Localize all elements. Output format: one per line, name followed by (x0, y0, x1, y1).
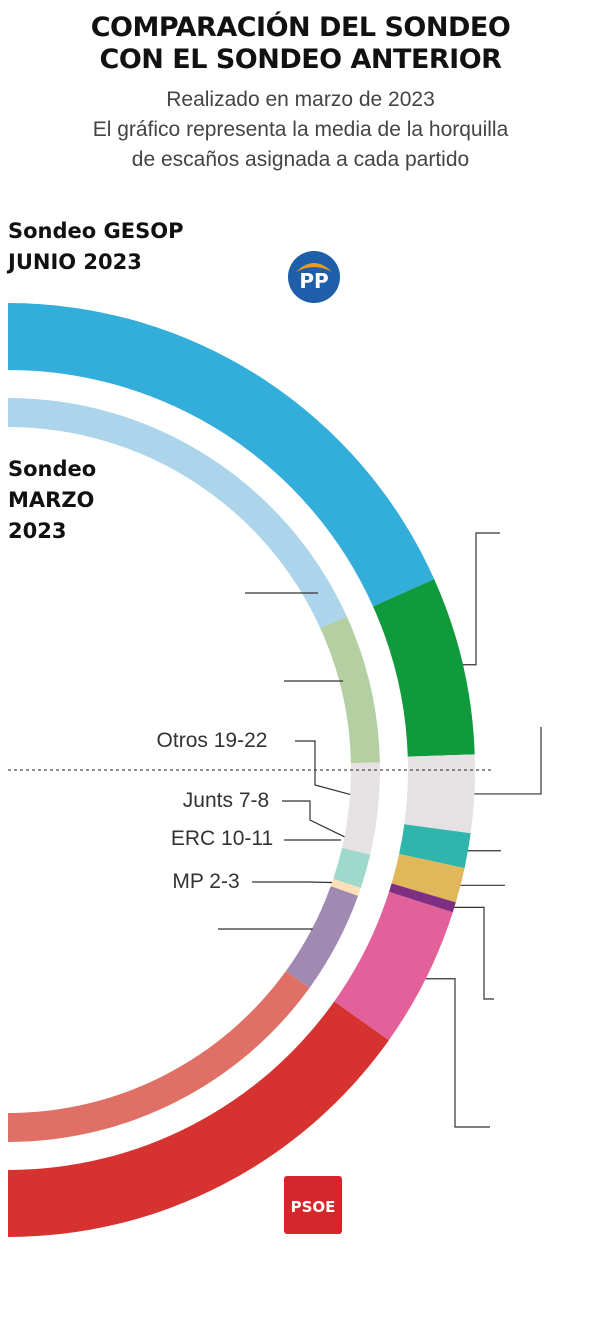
arc-marzo-mp (330, 878, 361, 896)
inner-survey-label-line-3: 2023 (8, 519, 67, 543)
arc-marzo-up (285, 886, 359, 988)
psoe-logo-icon: PSOE (284, 1176, 342, 1234)
leader-junio-vox (462, 532, 500, 666)
arc-junio-vox (373, 579, 475, 757)
inner-survey-label-line-1: Sondeo (8, 457, 97, 481)
arc-marzo-pp (8, 398, 347, 629)
leader-marzo-mp (252, 881, 333, 884)
pp-logo-text: PP (299, 269, 328, 293)
page-title-line-2: CON EL SONDEO ANTERIOR (99, 44, 502, 75)
label-marzo-mp: MP 2-3 (172, 870, 239, 893)
label-marzo-otros-range: 19-22 (214, 729, 268, 752)
pp-logo-icon: PP (287, 250, 341, 304)
label-marzo-otros: Otros 19-22 (157, 729, 268, 752)
leader-marzo-otros (295, 740, 351, 796)
arc-marzo-psoe (8, 970, 310, 1142)
label-marzo-erc-name: ERC (171, 827, 215, 850)
outer-survey-label-line-2: JUNIO 2023 (8, 250, 142, 274)
leader-marzo-junts (282, 800, 345, 838)
arc-junio-otros (404, 754, 475, 834)
leader-junio-sumar (425, 978, 490, 1128)
label-marzo-junts-name: Junts (183, 789, 233, 812)
arc-marzo-erc (333, 848, 371, 889)
label-marzo-junts: Junts 7-8 (183, 789, 269, 812)
arc-junio-podem (388, 883, 456, 913)
leader-junio-otros (474, 727, 542, 795)
arc-marzo-otros (346, 762, 380, 831)
arc-junio-psoe (8, 1001, 389, 1237)
psoe-logo-text: PSOE (291, 1198, 336, 1216)
subtitle-line-1: Realizado en marzo de 2023 (166, 88, 435, 111)
label-marzo-mp-range: 2-3 (209, 870, 239, 893)
leader-marzo-up (218, 928, 314, 931)
page-title-line-1: COMPARACIÓN DEL SONDEO (90, 12, 511, 43)
arc-marzo-vox (320, 616, 380, 764)
leader-junio-podem (454, 906, 494, 1000)
subtitle-line-2: El gráfico representa la media de la hor… (92, 118, 509, 141)
label-marzo-erc-range: 10-11 (221, 827, 273, 850)
arc-marzo-junts (342, 825, 376, 855)
subtitle-line-3: de escaños asignada a cada partido (131, 148, 470, 171)
label-marzo-mp-name: MP (172, 870, 203, 893)
inner-survey-label-line-2: MARZO (8, 488, 95, 512)
arc-junio-junts (399, 824, 471, 869)
arc-junio-sumar (334, 891, 453, 1041)
label-marzo-junts-range: 7-8 (239, 789, 269, 812)
arc-junio-pp (8, 303, 435, 607)
outer-survey-label-line-1: Sondeo GESOP (8, 219, 184, 243)
label-marzo-erc: ERC 10-11 (171, 827, 273, 850)
arc-junio-erc (391, 854, 465, 903)
label-marzo-otros-name: Otros (157, 729, 208, 752)
